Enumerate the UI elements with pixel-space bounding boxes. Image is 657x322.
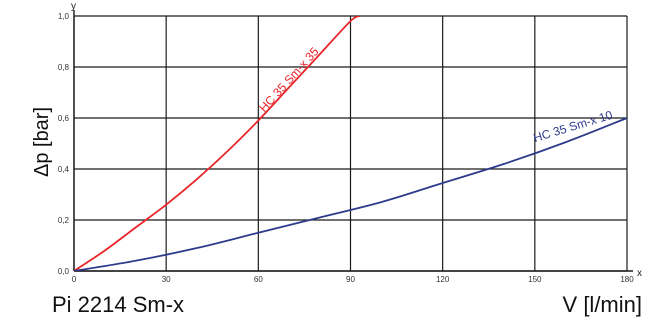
series-label-0: HC 35 Sm-x 35: [256, 44, 322, 115]
series-line-0: [74, 16, 361, 271]
y-axis-label: Δp [bar]: [31, 107, 53, 177]
x-tick-label-0: 0: [72, 275, 77, 284]
x-tick-label-3: 90: [346, 275, 355, 284]
tick-labels: 0 30 60 90 120 150 180 0,0 0,2 0,4 0,6 0,8 1,0: [58, 12, 634, 284]
y-tick-label-0: 0,0: [58, 267, 70, 276]
x-axis-label: V [l/min]: [563, 292, 642, 317]
x-axis-letter: x: [637, 268, 642, 279]
y-tick-label-5: 1,0: [58, 12, 70, 21]
model-label: Pi 2214 Sm-x: [52, 292, 184, 317]
y-tick-label-2: 0,4: [58, 165, 70, 174]
y-axis-letter: y: [71, 1, 76, 12]
y-tick-label-3: 0,6: [58, 114, 70, 123]
axes: [73, 10, 633, 272]
y-tick-label-4: 0,8: [58, 63, 70, 72]
x-tick-label-5: 150: [528, 275, 542, 284]
x-tick-label-4: 120: [436, 275, 450, 284]
x-tick-label-6: 180: [620, 275, 634, 284]
x-tick-label-1: 30: [162, 275, 171, 284]
series-lines: [74, 16, 627, 271]
series-line-1: [74, 117, 627, 271]
grid: [73, 15, 628, 272]
x-tick-label-2: 60: [254, 275, 263, 284]
y-tick-label-1: 0,2: [58, 216, 70, 225]
